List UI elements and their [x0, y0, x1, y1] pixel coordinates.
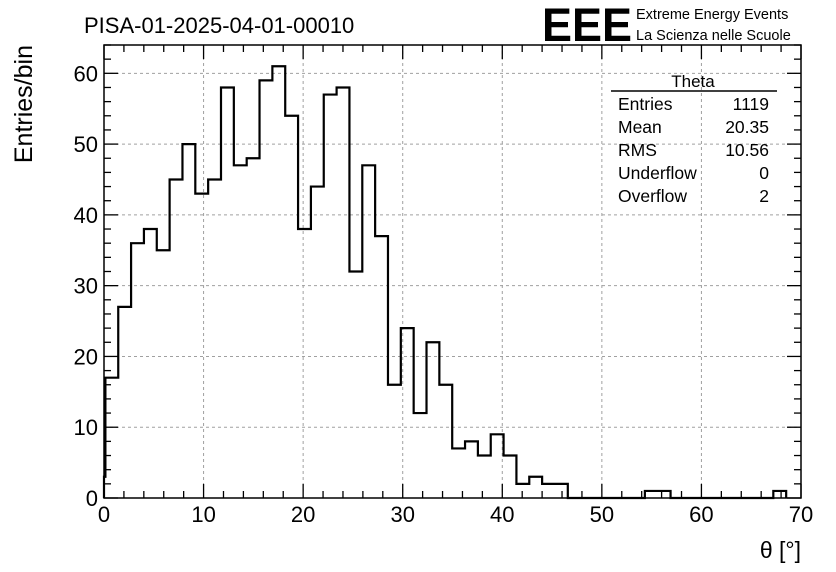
x-tick-label: 60 — [689, 502, 713, 527]
logo-line-1: Extreme Energy Events — [636, 7, 788, 23]
stats-label: Overflow — [618, 186, 687, 206]
stats-name: Theta — [671, 72, 715, 91]
x-tick-label: 20 — [291, 502, 315, 527]
stats-value: 2 — [759, 186, 769, 206]
x-tick-label: 70 — [789, 502, 813, 527]
stats-value: 1119 — [733, 94, 769, 114]
y-tick-label: 50 — [74, 132, 98, 157]
y-tick-label: 10 — [74, 415, 98, 440]
logo-text: EEE — [542, 0, 632, 51]
x-tick-label: 0 — [98, 502, 110, 527]
x-tick-label: 50 — [590, 502, 614, 527]
stats-label: RMS — [618, 140, 657, 160]
stats-value: 0 — [759, 163, 769, 183]
stats-label: Mean — [618, 117, 662, 137]
y-axis-label: Entries/bin — [10, 45, 38, 163]
x-tick-label: 10 — [191, 502, 215, 527]
stats-label: Underflow — [618, 163, 697, 183]
x-tick-label: 30 — [390, 502, 414, 527]
y-tick-label: 0 — [86, 486, 98, 511]
x-axis-label: θ [°] — [760, 537, 801, 563]
y-tick-label: 40 — [74, 203, 98, 228]
histogram-series-theta — [102, 65, 788, 500]
chart-title: PISA-01-2025-04-01-00010 — [84, 13, 354, 38]
y-tick-label: 30 — [74, 274, 98, 299]
y-tick-label: 60 — [74, 61, 98, 86]
stats-label: Entries — [618, 94, 673, 114]
y-tick-label: 20 — [74, 344, 98, 369]
x-tick-label: 40 — [490, 502, 514, 527]
stats-box: Theta Entries 1119 Mean 20.35 RMS 10.56 Underf… — [611, 72, 777, 206]
stats-value: 10.56 — [725, 140, 769, 160]
stats-value: 20.35 — [725, 117, 769, 137]
logo-line-2: La Scienza nelle Scuole — [636, 28, 791, 44]
